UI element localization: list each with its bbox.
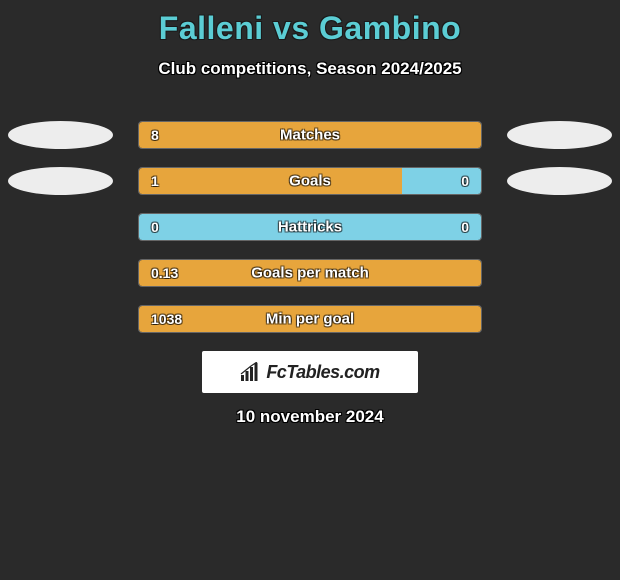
stat-label: Min per goal — [266, 311, 354, 328]
logo: FcTables.com — [240, 362, 379, 383]
comparison-row: 0 0 Hattricks — [0, 213, 620, 241]
comparison-row: 1038 Min per goal — [0, 305, 620, 333]
subtitle: Club competitions, Season 2024/2025 — [0, 59, 620, 79]
bar-segment-left — [139, 168, 402, 194]
logo-text: FcTables.com — [266, 362, 379, 383]
stat-bar: 0 0 Hattricks — [138, 213, 482, 241]
player2-disc — [507, 121, 612, 149]
comparison-rows: 8 Matches 1 0 Goals 0 0 Hattricks 0.13 Goals per … — [0, 121, 620, 333]
comparison-row: 1 0 Goals — [0, 167, 620, 195]
bars-icon — [240, 362, 262, 382]
page-title: Falleni vs Gambino — [0, 10, 620, 47]
stat-value-right: 0 — [461, 173, 469, 189]
date-label: 10 november 2024 — [0, 407, 620, 427]
stat-value-left: 0.13 — [151, 265, 178, 281]
stat-label: Matches — [280, 127, 340, 144]
comparison-row: 0.13 Goals per match — [0, 259, 620, 287]
logo-box[interactable]: FcTables.com — [202, 351, 418, 393]
comparison-container: Falleni vs Gambino Club competitions, Se… — [0, 0, 620, 427]
stat-value-left: 8 — [151, 127, 159, 143]
stat-value-left: 0 — [151, 219, 159, 235]
stat-value-left: 1 — [151, 173, 159, 189]
stat-bar: 0.13 Goals per match — [138, 259, 482, 287]
comparison-row: 8 Matches — [0, 121, 620, 149]
stat-label: Goals per match — [251, 265, 369, 282]
stat-label: Hattricks — [278, 219, 342, 236]
stat-bar: 1038 Min per goal — [138, 305, 482, 333]
stat-bar: 1 0 Goals — [138, 167, 482, 195]
player2-disc — [507, 167, 612, 195]
stat-value-right: 0 — [461, 219, 469, 235]
player1-disc — [8, 121, 113, 149]
stat-bar: 8 Matches — [138, 121, 482, 149]
player1-disc — [8, 167, 113, 195]
stat-label: Goals — [289, 173, 331, 190]
stat-value-left: 1038 — [151, 311, 182, 327]
